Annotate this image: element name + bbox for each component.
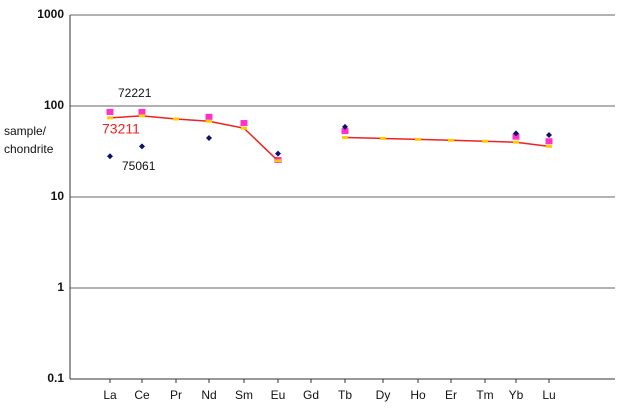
marker [513, 130, 519, 137]
x-tick-label: Tb [338, 388, 352, 402]
marker [275, 159, 281, 163]
x-tick-label: Ce [134, 388, 150, 402]
marker [545, 138, 553, 145]
y-tick-label: 0.1 [47, 371, 64, 385]
marker [173, 117, 179, 121]
x-tick-label: Yb [509, 388, 524, 402]
y-tick-label: 1 [57, 280, 64, 294]
x-tick-label: Ho [410, 388, 426, 402]
marker [448, 138, 454, 142]
x-tick-label: Gd [303, 388, 319, 402]
series-label: 73211 [102, 121, 140, 137]
marker [380, 136, 386, 140]
marker [205, 113, 213, 120]
marker [240, 120, 248, 127]
series-label: 72221 [118, 86, 152, 100]
marker [107, 153, 113, 160]
x-tick-label: Eu [271, 388, 286, 402]
marker [513, 140, 519, 144]
marker [107, 116, 113, 120]
marker [342, 136, 348, 140]
x-tick-label: Nd [201, 388, 216, 402]
marker [546, 144, 552, 148]
series-label: 75061 [122, 159, 156, 173]
y-tick-label: 100 [44, 98, 64, 112]
marker [138, 108, 146, 115]
x-tick-label: Lu [542, 388, 555, 402]
marker [241, 126, 247, 130]
marker [342, 123, 348, 130]
y-tick-label: 1000 [37, 7, 64, 21]
marker [275, 150, 281, 157]
marker [341, 128, 349, 135]
x-tick-label: Tm [476, 388, 493, 402]
y-axis-label: sample/ [4, 124, 47, 138]
marker [546, 132, 552, 139]
x-tick-label: Pr [170, 388, 182, 402]
x-tick-label: Sm [235, 388, 253, 402]
marker [139, 114, 145, 118]
y-tick-label: 10 [51, 189, 65, 203]
marker [206, 134, 212, 141]
marker [482, 139, 488, 143]
marker [415, 137, 421, 141]
series-line [109, 115, 550, 162]
marker [106, 108, 114, 115]
x-tick-label: La [103, 388, 117, 402]
marker [206, 119, 212, 123]
marker [139, 143, 145, 150]
marker [512, 133, 520, 140]
x-tick-label: Dy [376, 388, 391, 402]
x-tick-label: Er [445, 388, 457, 402]
y-axis-label: chondrite [4, 142, 54, 156]
